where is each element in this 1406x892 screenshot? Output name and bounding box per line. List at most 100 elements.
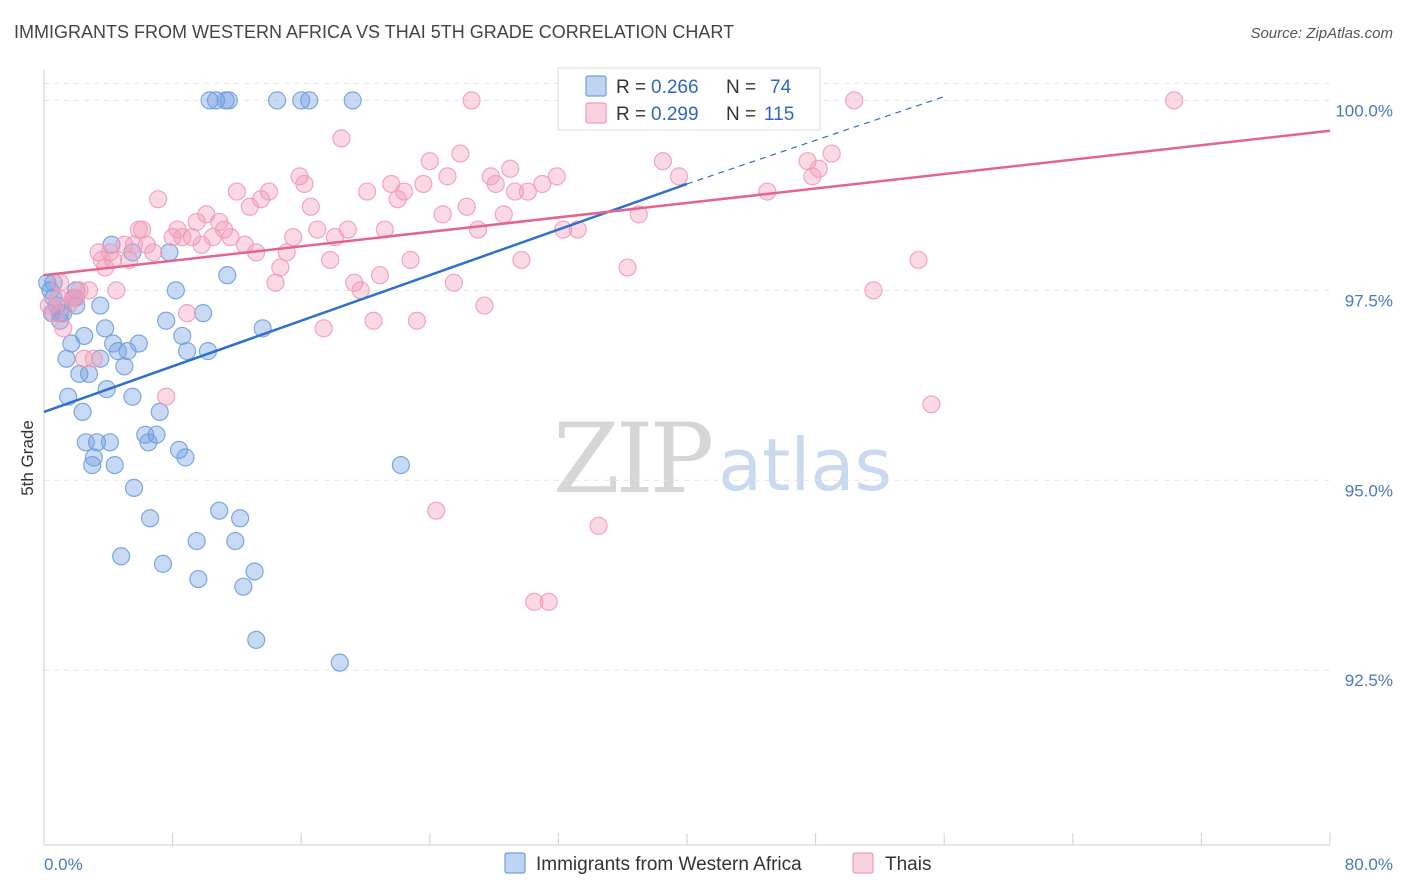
data-point	[345, 273, 364, 292]
data-point	[512, 250, 531, 270]
data-point	[57, 349, 76, 368]
data-point	[83, 455, 102, 475]
data-point	[486, 174, 505, 194]
data-point	[247, 630, 266, 649]
legend-label-western-africa: Immigrants from Western Africa	[536, 854, 802, 875]
data-point	[206, 91, 226, 110]
x-tick-label-max: 80.0%	[1345, 855, 1393, 874]
data-point	[227, 182, 246, 201]
data-point	[176, 448, 195, 467]
chart-source: Source: ZipAtlas.com	[1250, 25, 1393, 42]
data-point	[166, 281, 185, 300]
trend-lines	[43, 96, 1331, 414]
data-point	[200, 91, 219, 110]
data-point	[129, 334, 148, 353]
series-western-africa-points	[38, 91, 410, 672]
data-point	[295, 174, 314, 194]
data-point	[177, 304, 197, 323]
stats-legend-swatch-thais	[585, 102, 607, 124]
data-point	[653, 152, 672, 171]
watermark-zip: ZIP	[553, 403, 712, 515]
data-point	[358, 182, 377, 201]
data-point	[150, 402, 169, 422]
data-point	[54, 319, 73, 338]
stats-legend-n-label-thais: N =	[726, 104, 756, 125]
stats-legend-r-label-western-africa: R =	[616, 77, 646, 98]
data-point	[518, 182, 537, 201]
stats-legend-r-value-thais: 0.299	[651, 104, 699, 125]
trend-line-extension	[686, 96, 945, 185]
data-point	[84, 349, 103, 368]
data-point	[505, 182, 525, 201]
data-point	[219, 91, 238, 110]
data-point	[343, 91, 362, 110]
data-point	[420, 152, 439, 171]
y-tick-label: 100.0%	[1335, 101, 1393, 120]
data-point	[394, 182, 414, 201]
data-point	[370, 266, 390, 285]
x-tick-label-min: 0.0%	[44, 855, 83, 874]
legend-label-thais: Thais	[885, 854, 931, 875]
data-point	[79, 364, 99, 384]
data-point	[267, 91, 287, 110]
data-point	[147, 425, 166, 444]
data-point	[451, 144, 470, 163]
data-point	[140, 509, 160, 528]
y-axis-label: 5th Grade	[18, 420, 37, 496]
data-point	[173, 228, 192, 247]
watermark: ZIP atlas	[553, 403, 892, 515]
data-point	[115, 357, 134, 376]
data-point	[284, 228, 303, 247]
data-point	[67, 288, 86, 308]
data-point	[444, 273, 464, 292]
data-point	[438, 167, 457, 186]
data-point	[266, 273, 285, 292]
data-point	[169, 440, 189, 460]
data-point	[226, 531, 245, 551]
data-point	[234, 577, 253, 596]
bottom-legend: Immigrants from Western Africa Thais	[504, 852, 931, 875]
data-point	[75, 326, 94, 346]
data-point	[87, 433, 107, 452]
data-point	[1164, 91, 1184, 110]
stats-legend-r-label-thais: R =	[616, 104, 646, 125]
legend-swatch-western-africa	[504, 852, 526, 874]
stats-legend: R = 0.266 N = 74 R = 0.299 N = 115	[557, 67, 821, 131]
data-point	[494, 205, 513, 224]
stats-legend-r-value-western-africa: 0.266	[651, 77, 699, 98]
data-point	[468, 220, 488, 239]
data-point	[100, 433, 120, 452]
data-point	[475, 296, 494, 315]
data-point	[132, 220, 152, 239]
data-point	[91, 349, 110, 368]
data-point	[533, 174, 552, 194]
y-tick-label: 95.0%	[1345, 481, 1393, 500]
data-point	[388, 190, 407, 209]
data-point	[218, 266, 237, 285]
data-point	[539, 592, 558, 611]
stats-legend-n-value-thais: 115	[764, 104, 794, 125]
data-point	[187, 212, 206, 232]
data-point	[231, 509, 250, 528]
data-point	[137, 235, 156, 254]
data-point	[407, 311, 427, 330]
data-point	[391, 455, 410, 475]
x-axis-ticks	[172, 833, 1331, 845]
data-point	[259, 182, 279, 201]
data-point	[49, 288, 68, 308]
data-point	[669, 167, 689, 186]
data-point	[173, 326, 192, 346]
data-point	[108, 342, 128, 361]
data-point	[91, 296, 110, 315]
data-point	[210, 501, 229, 520]
stats-legend-n-value-western-africa: 74	[770, 77, 792, 98]
data-point	[314, 319, 333, 338]
data-point	[157, 387, 176, 406]
data-point	[50, 273, 70, 292]
data-point	[84, 448, 103, 467]
data-point	[462, 91, 481, 110]
y-tick-label: 92.5%	[1345, 671, 1393, 690]
trend-line	[43, 129, 1331, 277]
data-point	[364, 311, 383, 330]
